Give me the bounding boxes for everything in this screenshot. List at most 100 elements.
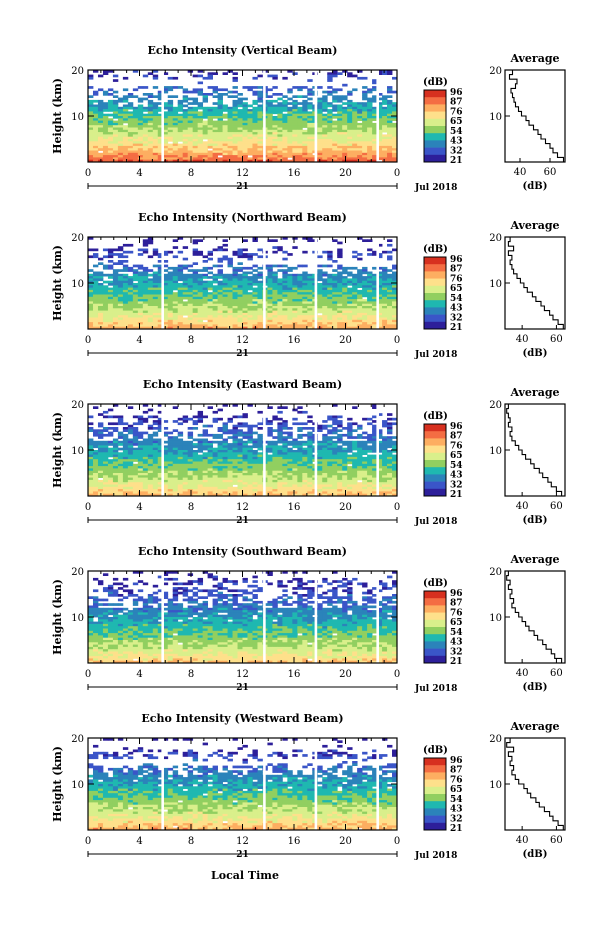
heatmap-cell — [337, 292, 343, 295]
heatmap-cell — [237, 250, 243, 254]
heatmap-cell — [102, 306, 109, 309]
heatmap-cell — [112, 139, 119, 142]
heatmap-cell — [207, 143, 213, 147]
heatmap-cell — [282, 152, 288, 156]
heatmap-cell — [192, 420, 199, 423]
heatmap-cell — [142, 301, 149, 305]
heatmap-cell — [332, 436, 338, 439]
heatmap-cell — [272, 76, 278, 80]
heatmap-cell — [97, 145, 104, 149]
heatmap-cell — [202, 454, 209, 458]
heatmap-cell — [222, 319, 228, 323]
heatmap-cell — [88, 296, 94, 300]
heatmap-cell — [142, 276, 149, 279]
heatmap-cell — [227, 134, 233, 138]
heatmap-cell — [277, 470, 283, 474]
heatmap-cell — [267, 285, 273, 288]
heatmap-cell — [162, 440, 169, 444]
heatmap-cell — [372, 157, 378, 161]
heatmap-cell — [337, 250, 343, 254]
heatmap-cell — [257, 155, 263, 158]
heatmap-cell — [387, 454, 393, 458]
heatmap-cell — [152, 301, 159, 305]
heatmap-cell — [132, 136, 139, 140]
heatmap-cell — [112, 427, 119, 430]
heatmap-cell — [387, 292, 393, 295]
heatmap-cell — [167, 326, 174, 330]
heatmap-cell — [357, 143, 363, 147]
heatmap-cell — [252, 322, 258, 325]
heatmap-cell — [377, 461, 383, 465]
heatmap-cell — [277, 269, 283, 272]
heatmap-cell — [227, 283, 233, 286]
heatmap-cell — [342, 317, 348, 321]
heatmap-cell — [102, 445, 109, 449]
heatmap-cell — [242, 148, 248, 151]
heatmap-cell — [272, 99, 278, 103]
heatmap-cell — [237, 136, 243, 140]
heatmap-cell — [367, 324, 373, 328]
heatmap-cell — [287, 278, 293, 282]
heatmap-cell — [382, 106, 388, 110]
heatmap-cell — [88, 287, 94, 291]
heatmap-cell — [287, 443, 293, 446]
heatmap-cell — [267, 113, 273, 117]
heatmap-cell — [247, 159, 253, 163]
heatmap-cell — [247, 470, 253, 474]
heatmap-cell — [182, 310, 189, 314]
heatmap-cell — [362, 145, 368, 149]
heatmap-cell — [232, 315, 238, 318]
heatmap-cell — [242, 306, 248, 309]
heatmap-cell — [217, 312, 223, 316]
heatmap-cell — [272, 111, 278, 115]
heatmap-cell — [287, 456, 293, 460]
heatmap-cell — [102, 116, 109, 119]
heatmap-cell — [352, 136, 358, 140]
heatmap-cell — [292, 95, 298, 98]
heatmap-cell — [147, 127, 154, 131]
heatmap-cell — [307, 459, 313, 462]
heatmap-cell — [157, 456, 164, 460]
heatmap-cell — [287, 303, 293, 307]
heatmap-cell — [227, 463, 233, 467]
heatmap-cell — [172, 273, 179, 277]
heatmap-cell — [142, 283, 149, 286]
heatmap-cell — [227, 436, 233, 439]
heatmap-cell — [97, 289, 104, 293]
heatmap-cell — [362, 447, 368, 451]
heatmap-cell — [222, 404, 228, 407]
heatmap-cell — [362, 129, 368, 133]
heatmap-cell — [162, 289, 169, 293]
heatmap-cell — [127, 266, 134, 270]
x-tick-label: 16 — [288, 168, 301, 179]
heatmap-cell — [147, 129, 154, 133]
heatmap-cell — [97, 102, 104, 105]
heatmap-cell — [152, 299, 159, 302]
heatmap-cell — [382, 443, 388, 446]
heatmap-cell — [227, 296, 233, 300]
heatmap-cell — [267, 294, 273, 298]
heatmap-cell — [392, 294, 398, 298]
heatmap-cell — [232, 443, 238, 446]
heatmap-cell — [352, 461, 358, 465]
heatmap-cell — [287, 159, 293, 163]
heatmap-cell — [142, 145, 149, 149]
heatmap-cell — [267, 470, 273, 474]
heatmap-cell — [197, 310, 204, 314]
heatmap-cell — [387, 273, 393, 277]
heatmap-cell — [122, 141, 129, 144]
heatmap-cell — [332, 120, 338, 124]
heatmap-cell — [297, 461, 303, 465]
heatmap-cell — [332, 122, 338, 126]
heatmap-cell — [227, 461, 233, 465]
heatmap-cell — [177, 310, 184, 314]
heatmap-cell — [392, 109, 398, 112]
heatmap-cell — [227, 118, 233, 121]
heatmap-cell — [282, 287, 288, 291]
heatmap-cell — [92, 287, 99, 291]
heatmap-cell — [232, 283, 238, 286]
x-tick-label: 0 — [85, 335, 91, 346]
heatmap-cell — [127, 429, 134, 432]
heatmap-cell — [372, 468, 378, 472]
heatmap-cell — [122, 148, 129, 151]
